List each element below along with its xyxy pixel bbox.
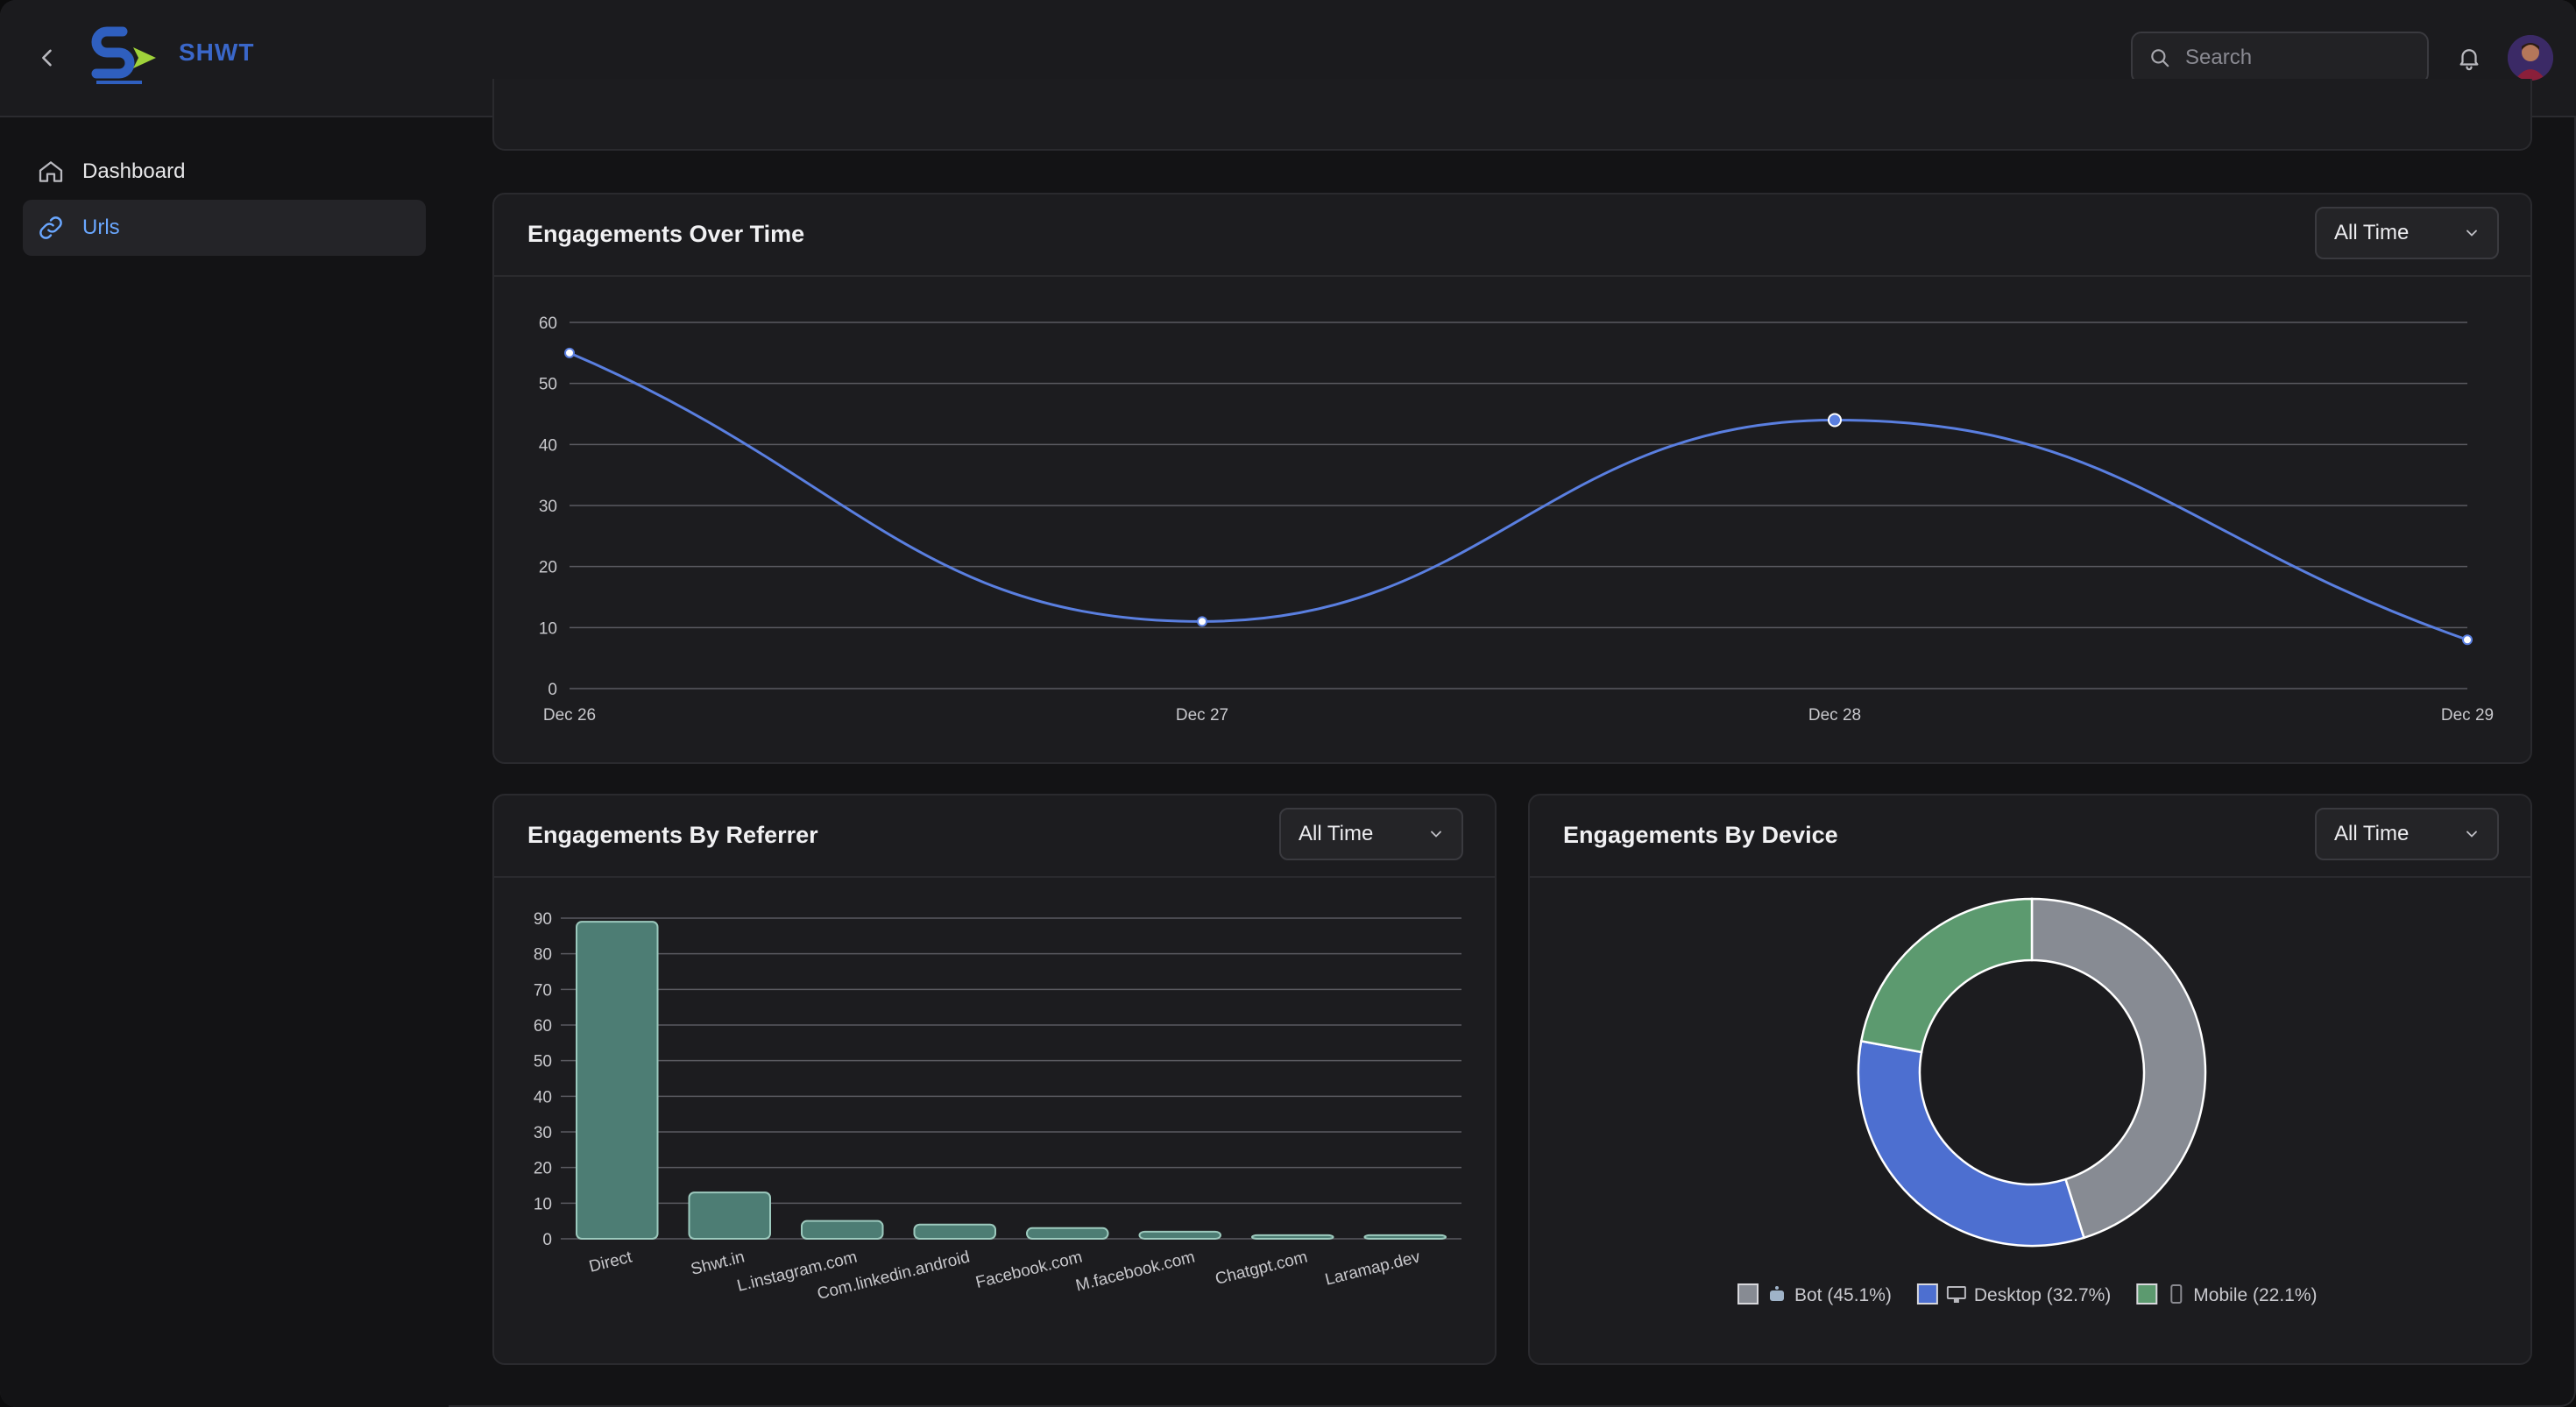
user-avatar[interactable] — [2508, 35, 2553, 81]
data-point — [564, 347, 575, 358]
bar — [800, 1220, 884, 1240]
pie-slice-desktop — [1857, 1039, 2086, 1248]
x-tick-label: Dec 27 — [1176, 706, 1228, 725]
sidebar-item-dashboard[interactable]: Dashboard — [23, 144, 426, 200]
notifications-button[interactable] — [2450, 39, 2488, 77]
x-tick-label: M.facebook.com — [1074, 1248, 1197, 1295]
select-value: All Time — [2334, 221, 2410, 244]
back-button[interactable] — [28, 39, 67, 77]
y-tick-label: 20 — [534, 1160, 552, 1178]
card-header: Engagements By Referrer All Time — [494, 795, 1495, 878]
pie-slice-mobile — [1859, 897, 2034, 1054]
search-box[interactable] — [2131, 32, 2429, 84]
sidebar-item-urls[interactable]: Urls — [23, 200, 426, 256]
y-tick-label: 80 — [534, 946, 552, 965]
series-line — [569, 351, 2468, 641]
bar — [688, 1191, 772, 1240]
monitor-stand — [1953, 1299, 1959, 1303]
y-tick-label: 30 — [534, 1124, 552, 1142]
legend-swatch — [1916, 1283, 1938, 1304]
link-icon — [33, 210, 68, 245]
search-icon — [2151, 49, 2169, 67]
select-value: All Time — [1299, 822, 1374, 845]
engagements-over-time-card: Engagements Over Time All Time 0 10 20 30 40… — [492, 193, 2532, 764]
chevron-down-icon — [2459, 825, 2485, 843]
card-title: Engagements Over Time — [527, 221, 805, 247]
phone-icon — [2170, 1284, 2183, 1304]
chevron-down-icon — [1423, 825, 1449, 843]
home-icon — [33, 154, 68, 189]
x-tick-label: Dec 28 — [1808, 706, 1861, 725]
y-tick-label: 70 — [534, 981, 552, 1000]
sidebar-item-label: Urls — [82, 216, 120, 239]
logo-mark-icon — [91, 26, 156, 84]
app-logo[interactable]: SHWT — [88, 25, 289, 95]
legend-swatch — [1737, 1283, 1759, 1304]
robot-body — [1770, 1290, 1784, 1301]
engagements-by-referrer-card: Engagements By Referrer All Time 0 10 20 30… — [492, 794, 1497, 1365]
y-tick-label: 10 — [539, 619, 557, 638]
time-range-select[interactable]: All Time — [2315, 808, 2499, 860]
legend-label: Bot (45.1%) — [1794, 1285, 1892, 1305]
x-tick-label: Dec 29 — [2441, 706, 2494, 725]
monitor-icon — [1946, 1286, 1966, 1303]
bar — [913, 1223, 997, 1241]
sidebar-item-label: Dashboard — [82, 159, 186, 183]
y-tick-label: 0 — [542, 1231, 552, 1249]
data-point — [1197, 616, 1207, 627]
bar — [575, 921, 659, 1240]
y-tick-label: 40 — [539, 436, 557, 455]
bell-icon — [2459, 49, 2479, 71]
legend-label: Desktop (32.7%) — [1974, 1285, 2111, 1305]
y-tick-label: 60 — [539, 315, 557, 333]
bar — [1025, 1227, 1109, 1240]
y-tick-label: 50 — [534, 1053, 552, 1071]
sidebar: Dashboard Urls — [0, 117, 449, 1407]
chevron-left-icon — [42, 49, 52, 67]
engagements-by-device-card: Engagements By Device All Time Bot (45.1… — [1528, 794, 2532, 1365]
y-tick-label: 20 — [539, 559, 557, 577]
y-tick-label: 90 — [534, 910, 552, 929]
data-point — [1828, 413, 1842, 428]
legend-label: Mobile (22.1%) — [2193, 1285, 2317, 1305]
y-tick-label: 0 — [548, 681, 557, 699]
bar — [1363, 1234, 1447, 1240]
search-input[interactable] — [2183, 45, 2424, 71]
card-header: Engagements By Device All Time — [1530, 795, 2530, 878]
pie-slice-bot — [2030, 897, 2207, 1240]
card-title: Engagements By Device — [1563, 822, 1838, 848]
x-tick-label: Direct — [587, 1248, 634, 1276]
y-tick-label: 50 — [539, 376, 557, 394]
y-tick-label: 30 — [539, 498, 557, 516]
card-title: Engagements By Referrer — [527, 822, 818, 848]
x-tick-label: Chatgpt.com — [1214, 1248, 1310, 1288]
donut-chart: Bot (45.1%) Desktop (32.7%) Mobile (22.1%) — [1737, 897, 2318, 1305]
chevron-down-icon — [2459, 224, 2485, 242]
y-tick-label: 60 — [534, 1017, 552, 1036]
line-chart: 0 10 20 30 40 50 60 Dec 26 Dec 27 Dec 28 Dec 29 — [539, 315, 2494, 725]
card-header: Engagements Over Time All Time — [494, 194, 2530, 277]
robot-icon — [1770, 1286, 1784, 1301]
legend-swatch — [2136, 1283, 2158, 1304]
previous-card-bottom — [492, 79, 2532, 151]
robot-antenna — [1775, 1286, 1779, 1290]
y-tick-label: 10 — [534, 1195, 552, 1213]
x-tick-label: Facebook.com — [973, 1248, 1084, 1292]
select-value: All Time — [2334, 822, 2410, 845]
x-tick-label: Dec 26 — [543, 706, 596, 725]
phone-body — [2170, 1284, 2183, 1304]
y-tick-label: 40 — [534, 1088, 552, 1107]
data-point — [2462, 634, 2473, 646]
x-tick-label: Shwt.in — [689, 1248, 747, 1278]
bar — [1138, 1230, 1222, 1241]
bar — [1250, 1234, 1334, 1240]
avatar-image-icon — [2508, 35, 2553, 81]
x-tick-label: Laramap.dev — [1323, 1248, 1422, 1289]
time-range-select[interactable]: All Time — [2315, 207, 2499, 259]
time-range-select[interactable]: All Time — [1279, 808, 1463, 860]
logo-text: SHWT — [179, 39, 255, 66]
monitor-screen — [1946, 1286, 1966, 1299]
